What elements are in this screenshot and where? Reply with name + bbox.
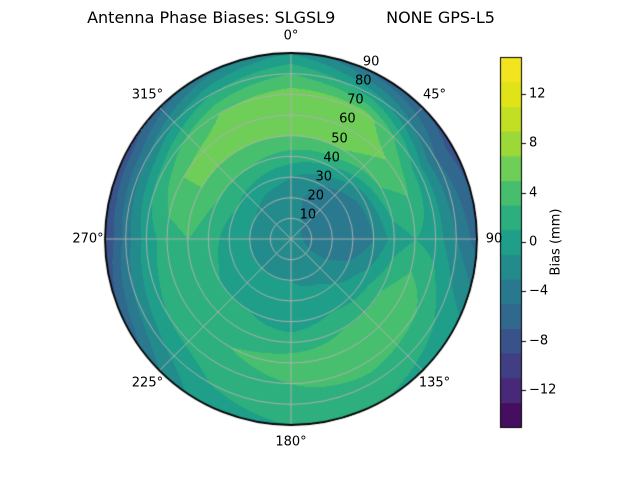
colorbar-axis-label: Bias (mm) — [548, 208, 564, 276]
chart-title: Antenna Phase Biases: SLGSL9 NONE GPS-L5 — [87, 8, 495, 27]
